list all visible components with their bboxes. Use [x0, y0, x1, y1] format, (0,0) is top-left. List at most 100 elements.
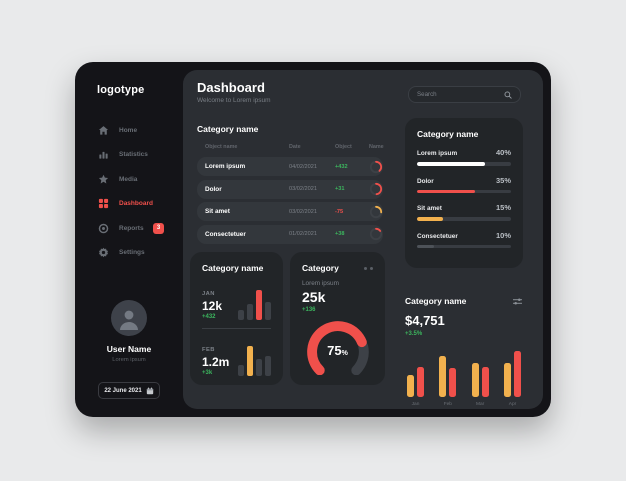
column-header: Object name: [205, 144, 238, 150]
cell-date: 04/02/2021: [289, 163, 317, 170]
progress-label: Consectetuer: [417, 232, 458, 240]
progress-bar: [417, 162, 511, 166]
bar-category-label: Apr: [508, 402, 517, 407]
sidebar-item-label: Reports: [119, 224, 144, 232]
cell-date: 01/02/2021: [289, 231, 317, 237]
more-options-icon[interactable]: [364, 266, 373, 270]
table-row[interactable]: Consectetuer 01/02/2021 +38: [197, 224, 383, 244]
progress-item: Lorem ipsum 40%: [417, 148, 511, 166]
series-red-bar: [417, 366, 424, 397]
app-window: logotype Home Statistics Media Dashboard Rep…: [75, 62, 551, 417]
ring-chart: [369, 205, 383, 218]
calendar-icon: [146, 386, 153, 394]
search-icon[interactable]: [504, 91, 512, 99]
progress-label: Dolor: [417, 177, 434, 185]
month-label: FEB: [202, 347, 215, 353]
sidebar-item-label: Statistics: [119, 151, 148, 159]
progress-card: Category name Lorem ipsum 40% Dolor 35% Sit …: [405, 118, 523, 268]
gauge-percent-label: 75%: [327, 343, 348, 358]
table-header: Object name Date Object Name: [197, 144, 384, 150]
gauge-chart: 75%: [302, 317, 373, 375]
progress-item: Dolor 35%: [417, 175, 511, 193]
mini-bar-chart: [238, 290, 271, 320]
bar-category-label: Jan: [411, 402, 420, 407]
bar-group: Feb: [439, 345, 457, 407]
months-card: Category name JAN 12k +432 FEB 1.2m +3k: [190, 252, 283, 385]
sidebar-item-label: Home: [119, 126, 138, 134]
series-red-bar: [449, 368, 457, 397]
person-icon: [120, 310, 138, 331]
table-card: Category name Object name Date Object Name …: [197, 124, 384, 247]
progress-item: Consectetuer 10%: [417, 230, 511, 248]
user-name: User Name: [106, 344, 152, 354]
cell-date: 03/02/2021: [289, 208, 317, 215]
progress-list: Lorem ipsum 40% Dolor 35% Sit amet 15% Consect…: [417, 148, 511, 248]
search-input[interactable]: [417, 91, 504, 98]
avatar[interactable]: [111, 300, 147, 336]
table-row[interactable]: Lorem ipsum 04/02/2021 +432: [197, 157, 383, 176]
table-title: Category name: [197, 124, 259, 134]
gauge-card-label: Lorem ipsum: [302, 280, 339, 287]
table-row[interactable]: Sit amet 03/02/2021 -75: [197, 202, 383, 221]
progress-label: Sit amet: [417, 205, 442, 212]
progress-percent: 10%: [495, 230, 511, 240]
series-yellow-bar: [503, 363, 511, 397]
progress-bar: [417, 217, 511, 221]
cell-value: +31: [335, 186, 345, 192]
month-value: 12k: [202, 299, 223, 313]
ring-chart: [369, 182, 383, 196]
grid-icon: [97, 198, 109, 210]
ring-chart: [369, 160, 383, 173]
cell-object-name: Sit amet: [205, 208, 230, 215]
progress-percent: 15%: [495, 203, 511, 212]
progress-card-title: Category name: [417, 129, 479, 139]
gauge-card-delta: +136: [302, 307, 316, 313]
page-subtitle: Welcome to Lorem ipsum: [197, 97, 271, 104]
sidebar-item-reports[interactable]: Reports 3: [75, 216, 183, 241]
bar-group: Mar: [471, 345, 489, 407]
progress-percent: 35%: [495, 175, 511, 185]
home-icon: [97, 124, 109, 136]
month-value: 1.2m: [202, 355, 230, 369]
cell-value: +38: [335, 231, 345, 237]
sidebar-item-media[interactable]: Media: [75, 167, 183, 192]
cell-object-name: Consectetuer: [205, 230, 246, 238]
divider: [202, 328, 271, 329]
sidebar-item-statistics[interactable]: Statistics: [75, 143, 183, 168]
sidebar-menu: Home Statistics Media Dashboard Reports 3 Sett…: [75, 118, 183, 265]
month-label: JAN: [202, 291, 215, 297]
series-red-bar: [481, 366, 489, 397]
progress-item: Sit amet 15%: [417, 203, 511, 221]
column-header: Object: [335, 144, 352, 150]
gauge-card: Category Lorem ipsum 25k +136 75%: [290, 252, 385, 385]
month-entry: JAN 12k +432: [202, 282, 271, 320]
date-picker-button[interactable]: 22 June 2021: [98, 382, 160, 399]
sliders-icon[interactable]: [512, 297, 523, 306]
target-icon: [97, 222, 109, 234]
main-panel: Dashboard Welcome to Lorem ipsum Categor…: [183, 70, 543, 409]
column-header: Date: [289, 144, 301, 150]
sidebar-item-settings[interactable]: Settings: [75, 241, 183, 266]
cell-date: 03/02/2021: [289, 186, 317, 192]
bar-category-label: Mar: [476, 402, 485, 407]
bar-chart-icon: [97, 149, 109, 161]
user-subtitle: Lorem ipsum: [112, 357, 146, 363]
revenue-card: Category name $4,751 +3.5% Jan Feb Mar Apr: [405, 296, 523, 407]
cell-object-name: Lorem ipsum: [205, 163, 246, 170]
bar-group: Apr: [503, 345, 521, 407]
month-delta: +432: [202, 314, 216, 320]
table-row[interactable]: Dolor 03/02/2021 +31: [197, 179, 383, 199]
bar-category-label: Feb: [443, 402, 452, 407]
revenue-delta: +3.5%: [405, 331, 423, 337]
month-delta: +3k: [202, 370, 213, 376]
notification-badge: 3: [153, 222, 164, 234]
cell-value: +432: [335, 163, 348, 170]
revenue-value: $4,751: [405, 313, 445, 328]
date-label: 22 June 2021: [104, 387, 142, 394]
mini-bar-chart: [238, 346, 271, 376]
sidebar: logotype Home Statistics Media Dashboard Rep…: [75, 62, 183, 417]
series-yellow-bar: [471, 363, 479, 397]
sidebar-item-dashboard[interactable]: Dashboard: [75, 192, 183, 217]
sidebar-item-home[interactable]: Home: [75, 118, 183, 143]
gauge-card-value: 25k: [302, 289, 326, 305]
